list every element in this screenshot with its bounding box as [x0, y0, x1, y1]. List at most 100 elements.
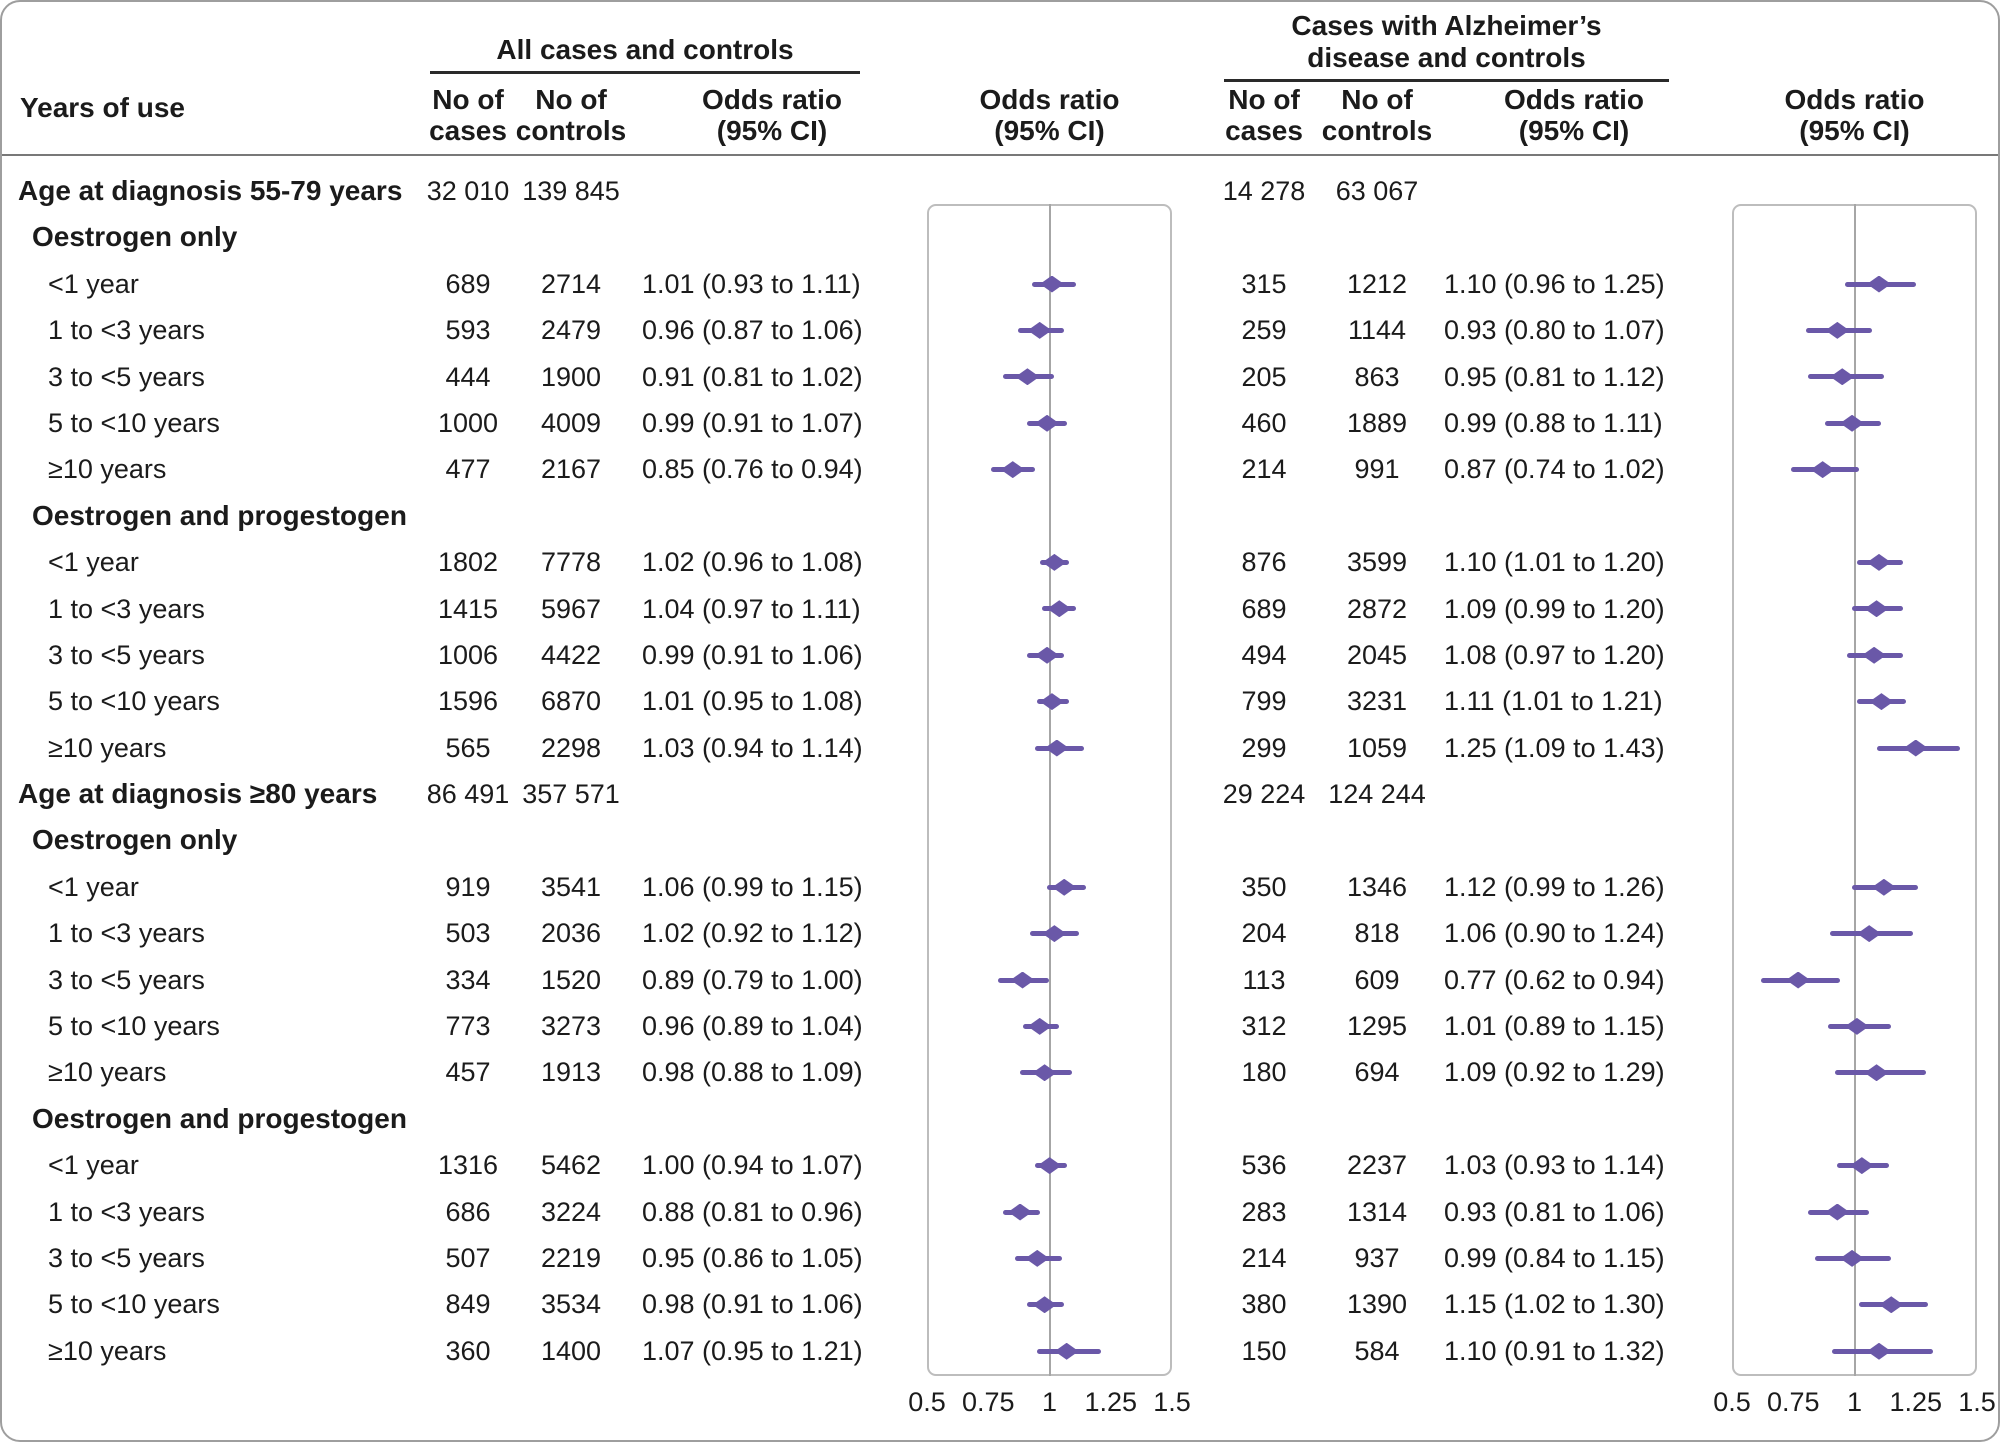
- row-label: ≥10 years: [48, 454, 167, 485]
- axis-tick-label: 1.5: [1958, 1387, 1996, 1417]
- reference-line-all: [1048, 204, 1051, 1376]
- cases-count: 259: [1241, 315, 1287, 346]
- cases-count: 507: [445, 1242, 491, 1273]
- column-header-line1: No of: [432, 84, 504, 115]
- odds-ratio-diamond: [1052, 878, 1077, 896]
- table-row: Oestrogen only: [2, 214, 1998, 260]
- row-label: 1 to <3 years: [48, 593, 205, 624]
- table-row: ≥10 years 457 1913 0.98 (0.88 to 1.09) 180 69…: [2, 1049, 1998, 1095]
- odds-ratio-value: 0.99 (0.91 to 1.06): [642, 639, 863, 670]
- controls-count: 2167: [540, 454, 602, 485]
- axis-tick-label: 1: [1041, 1387, 1058, 1417]
- plot-header-odds-ratio-all: Odds ratio (95% CI): [927, 84, 1172, 146]
- cases-count: 494: [1241, 639, 1287, 670]
- table-row: <1 year 919 3541 1.06 (0.99 to 1.15) 350 1346…: [2, 864, 1998, 910]
- cases-count: 1006: [437, 639, 499, 670]
- table-row: <1 year 1316 5462 1.00 (0.94 to 1.07) 536 223…: [2, 1142, 1998, 1188]
- cases-count: 444: [445, 361, 491, 392]
- controls-count: 3273: [540, 1011, 602, 1042]
- odds-ratio-value: 1.01 (0.93 to 1.11): [642, 268, 861, 299]
- odds-ratio-diamond: [1032, 1296, 1057, 1314]
- odds-ratio-value: 0.91 (0.81 to 1.02): [642, 361, 863, 392]
- row-label: 3 to <5 years: [48, 639, 205, 670]
- controls-count: 4009: [540, 407, 602, 438]
- controls-count: 2045: [1346, 639, 1408, 670]
- odds-ratio-value: 1.03 (0.94 to 1.14): [642, 732, 863, 763]
- controls-count: 5967: [540, 593, 602, 624]
- odds-ratio-value: 1.08 (0.97 to 1.20): [1444, 639, 1665, 670]
- column-header-controls-alz: No of controls: [1320, 84, 1434, 146]
- cases-count: 565: [445, 732, 491, 763]
- column-header-line2: (95% CI): [994, 115, 1105, 146]
- controls-count: 1314: [1346, 1196, 1408, 1227]
- odds-ratio-value: 0.95 (0.81 to 1.12): [1444, 361, 1665, 392]
- row-label: 1 to <3 years: [48, 1196, 205, 1227]
- odds-ratio-value: 1.12 (0.99 to 1.26): [1444, 871, 1665, 902]
- cases-count: 689: [1241, 593, 1287, 624]
- cases-count: 876: [1241, 547, 1287, 578]
- table-row: 5 to <10 years 773 3273 0.96 (0.89 to 1.04)…: [2, 1003, 1998, 1049]
- odds-ratio-value: 1.04 (0.97 to 1.11): [642, 593, 861, 624]
- odds-ratio-diamond: [1047, 600, 1072, 618]
- odds-ratio-value: 0.99 (0.84 to 1.15): [1444, 1242, 1665, 1273]
- table-row: Oestrogen and progestogen: [2, 1096, 1998, 1142]
- column-header-line2: (95% CI): [1518, 115, 1630, 146]
- column-header-line1: No of: [1341, 84, 1413, 115]
- controls-count: 2479: [540, 315, 602, 346]
- cases-count: 457: [445, 1057, 491, 1088]
- cases-count: 1596: [437, 686, 499, 717]
- row-label: ≥10 years: [48, 732, 167, 763]
- cases-count: 380: [1241, 1289, 1287, 1320]
- odds-ratio-value: 1.15 (1.02 to 1.30): [1444, 1289, 1665, 1320]
- controls-count: 357 571: [522, 779, 620, 810]
- odds-ratio-value: 1.03 (0.93 to 1.14): [1444, 1150, 1665, 1181]
- controls-count: 1900: [540, 361, 602, 392]
- table-row: ≥10 years 360 1400 1.07 (0.95 to 1.21) 150 58…: [2, 1328, 1998, 1374]
- odds-ratio-diamond: [1867, 1342, 1891, 1360]
- axis-tick-label: 0.5: [908, 1387, 946, 1417]
- odds-ratio-diamond: [1830, 368, 1855, 386]
- column-header-line2: controls: [515, 115, 627, 146]
- table-row: Age at diagnosis 55-79 years 32 010 139 84…: [2, 168, 1998, 214]
- table-row: 5 to <10 years 849 3534 0.98 (0.91 to 1.06)…: [2, 1281, 1998, 1327]
- odds-ratio-value: 1.00 (0.94 to 1.07): [642, 1150, 863, 1181]
- cases-count: 773: [445, 1011, 491, 1042]
- odds-ratio-diamond: [1042, 925, 1067, 943]
- header-divider: [2, 154, 1998, 156]
- cases-count: 180: [1241, 1057, 1287, 1088]
- row-label: Oestrogen and progestogen: [32, 1102, 407, 1134]
- odds-ratio-diamond: [1044, 739, 1069, 757]
- controls-count: 2298: [540, 732, 602, 763]
- odds-ratio-value: 0.95 (0.86 to 1.05): [642, 1242, 863, 1273]
- controls-count: 694: [1354, 1057, 1400, 1088]
- cases-count: 350: [1241, 871, 1287, 902]
- odds-ratio-diamond: [1862, 646, 1887, 664]
- row-label: Oestrogen only: [32, 221, 238, 253]
- odds-ratio-value: 0.99 (0.91 to 1.07): [642, 407, 863, 438]
- table-row: 1 to <3 years 686 3224 0.88 (0.81 to 0.96) 2…: [2, 1189, 1998, 1235]
- table-row: 5 to <10 years 1000 4009 0.99 (0.91 to 1.07…: [2, 400, 1998, 446]
- odds-ratio-diamond: [1039, 693, 1064, 711]
- table-row: 3 to <5 years 334 1520 0.89 (0.79 to 1.00) 1…: [2, 957, 1998, 1003]
- odds-ratio-diamond: [1864, 600, 1889, 618]
- odds-ratio-diamond: [1857, 925, 1882, 943]
- cases-count: 503: [445, 918, 491, 949]
- odds-ratio-diamond: [1840, 1249, 1865, 1267]
- row-label: Age at diagnosis 55-79 years: [18, 175, 403, 206]
- odds-ratio-value: 0.89 (0.79 to 1.00): [642, 964, 863, 995]
- controls-count: 1913: [540, 1057, 602, 1088]
- row-label: 5 to <10 years: [48, 686, 220, 717]
- row-label: 5 to <10 years: [48, 1011, 220, 1042]
- odds-ratio-value: 1.10 (0.91 to 1.32): [1444, 1335, 1665, 1366]
- odds-ratio-value: 1.06 (0.99 to 1.15): [642, 871, 863, 902]
- odds-ratio-value: 0.98 (0.91 to 1.06): [642, 1289, 863, 1320]
- odds-ratio-diamond: [1825, 1203, 1850, 1221]
- row-label: 3 to <5 years: [48, 1242, 205, 1273]
- odds-ratio-value: 1.06 (0.90 to 1.24): [1444, 918, 1665, 949]
- axis-tick-label: 1.25: [1889, 1387, 1943, 1417]
- odds-ratio-value: 1.09 (0.99 to 1.20): [1444, 593, 1665, 624]
- odds-ratio-value: 0.88 (0.81 to 0.96): [642, 1196, 863, 1227]
- controls-count: 991: [1354, 454, 1400, 485]
- controls-count: 63 067: [1335, 176, 1419, 206]
- row-label: 5 to <10 years: [48, 407, 220, 438]
